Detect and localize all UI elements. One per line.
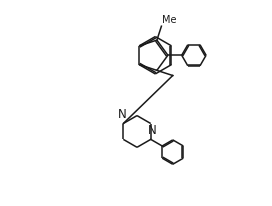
Text: N: N xyxy=(118,109,127,122)
Text: Me: Me xyxy=(162,15,177,25)
Text: N: N xyxy=(147,124,156,137)
